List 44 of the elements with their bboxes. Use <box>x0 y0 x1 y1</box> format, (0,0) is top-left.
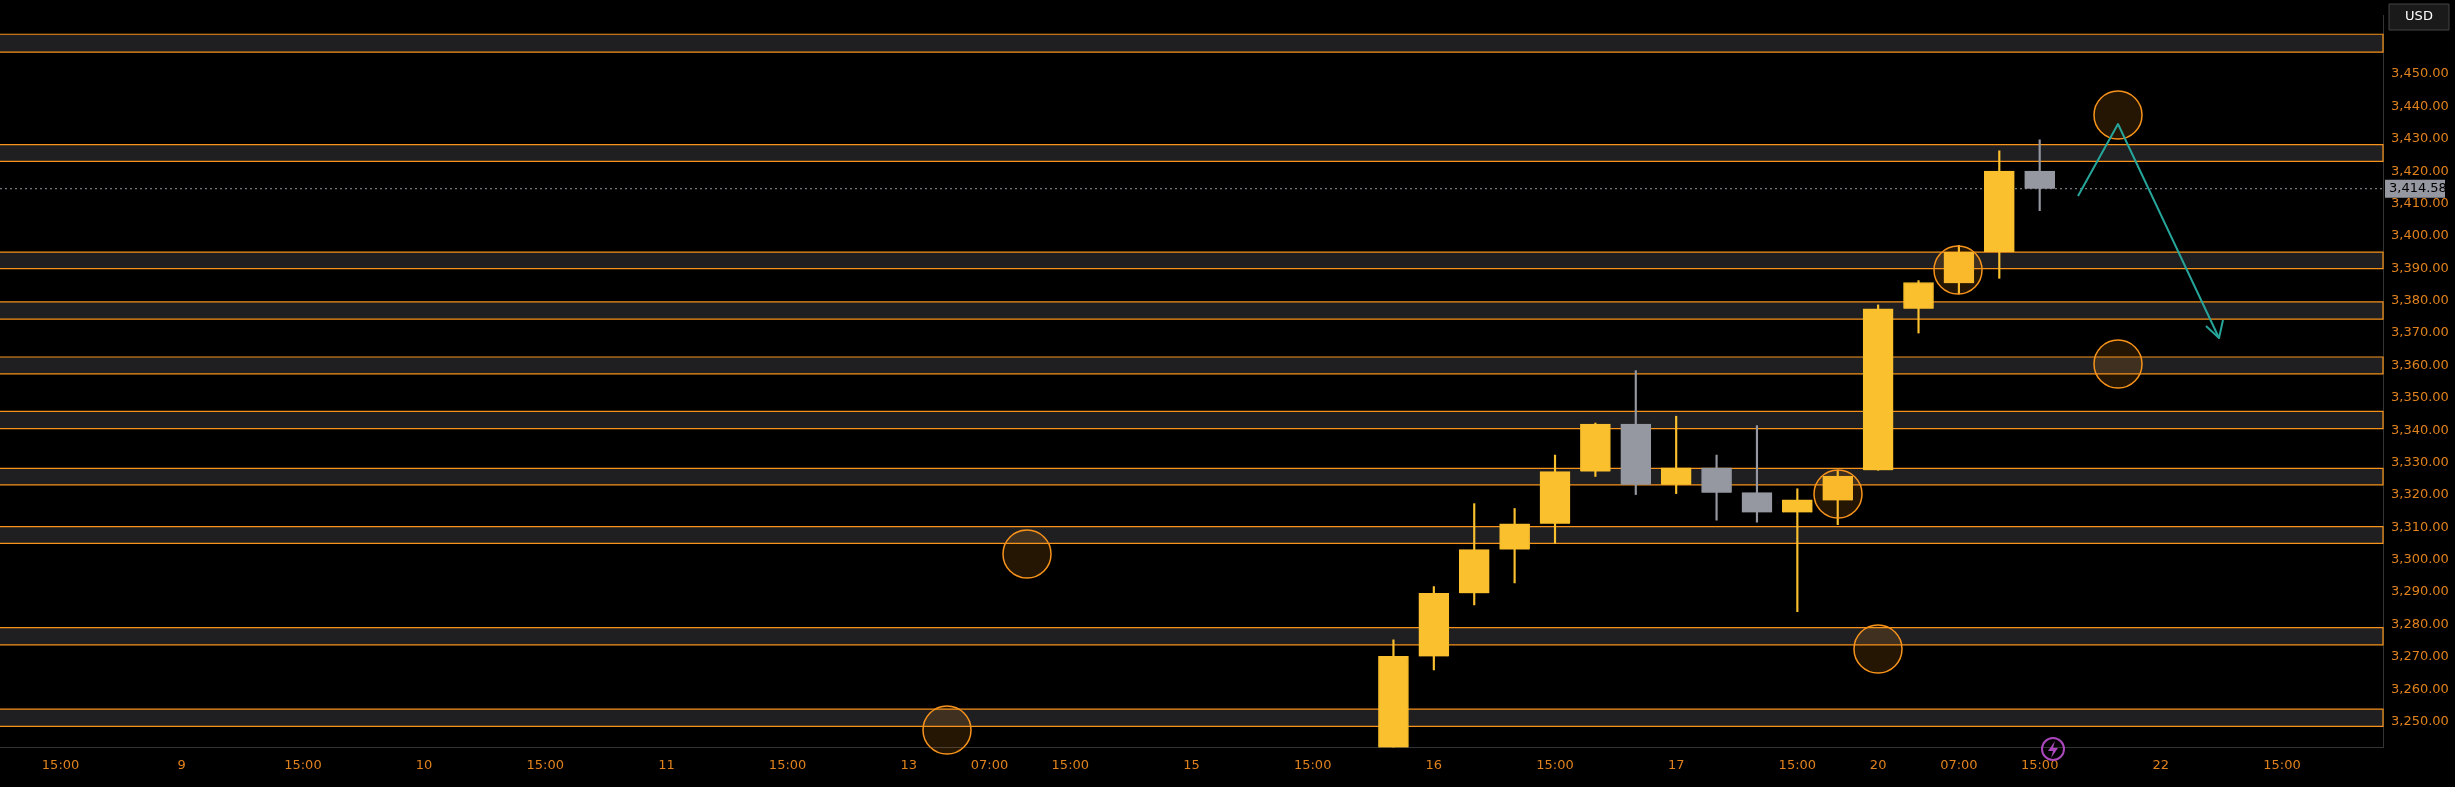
y-tick-label: 3,290.00 <box>2391 583 2449 599</box>
x-tick-label: 15:00 <box>2020 756 2059 772</box>
y-tick-label: 3,370.00 <box>2391 324 2449 340</box>
x-tick-label: 15:00 <box>2263 756 2301 772</box>
x-tick-label: 22 <box>2152 756 2170 772</box>
y-tick-label: 3,390.00 <box>2391 259 2449 275</box>
x-tick-label: 15:00 <box>1536 756 1574 772</box>
y-tick-label: 3,440.00 <box>2391 97 2449 113</box>
y-tick-label: 3,380.00 <box>2391 292 2449 308</box>
y-tick-label: 3,300.00 <box>2391 551 2449 567</box>
x-tick-label: 10 <box>415 756 433 772</box>
y-tick-label: 3,280.00 <box>2391 615 2449 631</box>
x-tick-label: 20 <box>1869 756 1887 772</box>
x-tick-label: 15:00 <box>1293 756 1332 772</box>
x-tick-label: 15:00 <box>284 756 322 772</box>
x-tick-label: 13 <box>900 756 918 772</box>
y-tick-label: 3,250.00 <box>2391 712 2449 728</box>
y-tick-label: 3,430.00 <box>2391 130 2449 146</box>
y-tick-label: 3,360.00 <box>2391 356 2449 372</box>
y-tick-label: 3,260.00 <box>2391 680 2449 696</box>
x-tick-label: 16 <box>1425 756 1443 772</box>
y-tick-label: 3,400.00 <box>2391 227 2449 243</box>
y-tick-label: 3,340.00 <box>2391 421 2449 437</box>
y-tick-label: 3,270.00 <box>2391 648 2449 664</box>
x-tick-label: 15:00 <box>768 756 807 772</box>
x-tick-label: 15:00 <box>41 756 80 772</box>
x-tick-label: 9 <box>177 756 186 772</box>
y-tick-label: 3,450.00 <box>2391 65 2449 81</box>
ref-line-label: 3,414.58 <box>2389 180 2447 196</box>
x-tick-label: 17 <box>1667 756 1685 772</box>
y-axis-title: USD <box>2405 8 2433 24</box>
x-tick-label: 11 <box>658 756 675 772</box>
x-tick-label: 07:00 <box>1940 756 1978 772</box>
x-tick-label: 15:00 <box>1051 756 1090 772</box>
y-tick-label: 3,410.00 <box>2391 194 2449 210</box>
x-tick-label: 15:00 <box>526 756 564 772</box>
y-tick-label: 3,330.00 <box>2391 453 2449 469</box>
y-tick-label: 3,320.00 <box>2391 486 2449 502</box>
y-tick-label: 3,350.00 <box>2391 389 2449 405</box>
y-tick-label: 3,310.00 <box>2391 518 2449 534</box>
x-tick-label: 15:00 <box>1778 756 1817 772</box>
x-tick-label: 15 <box>1183 756 1200 772</box>
x-tick-label: 07:00 <box>970 756 1009 772</box>
y-tick-label: 3,420.00 <box>2391 162 2449 178</box>
